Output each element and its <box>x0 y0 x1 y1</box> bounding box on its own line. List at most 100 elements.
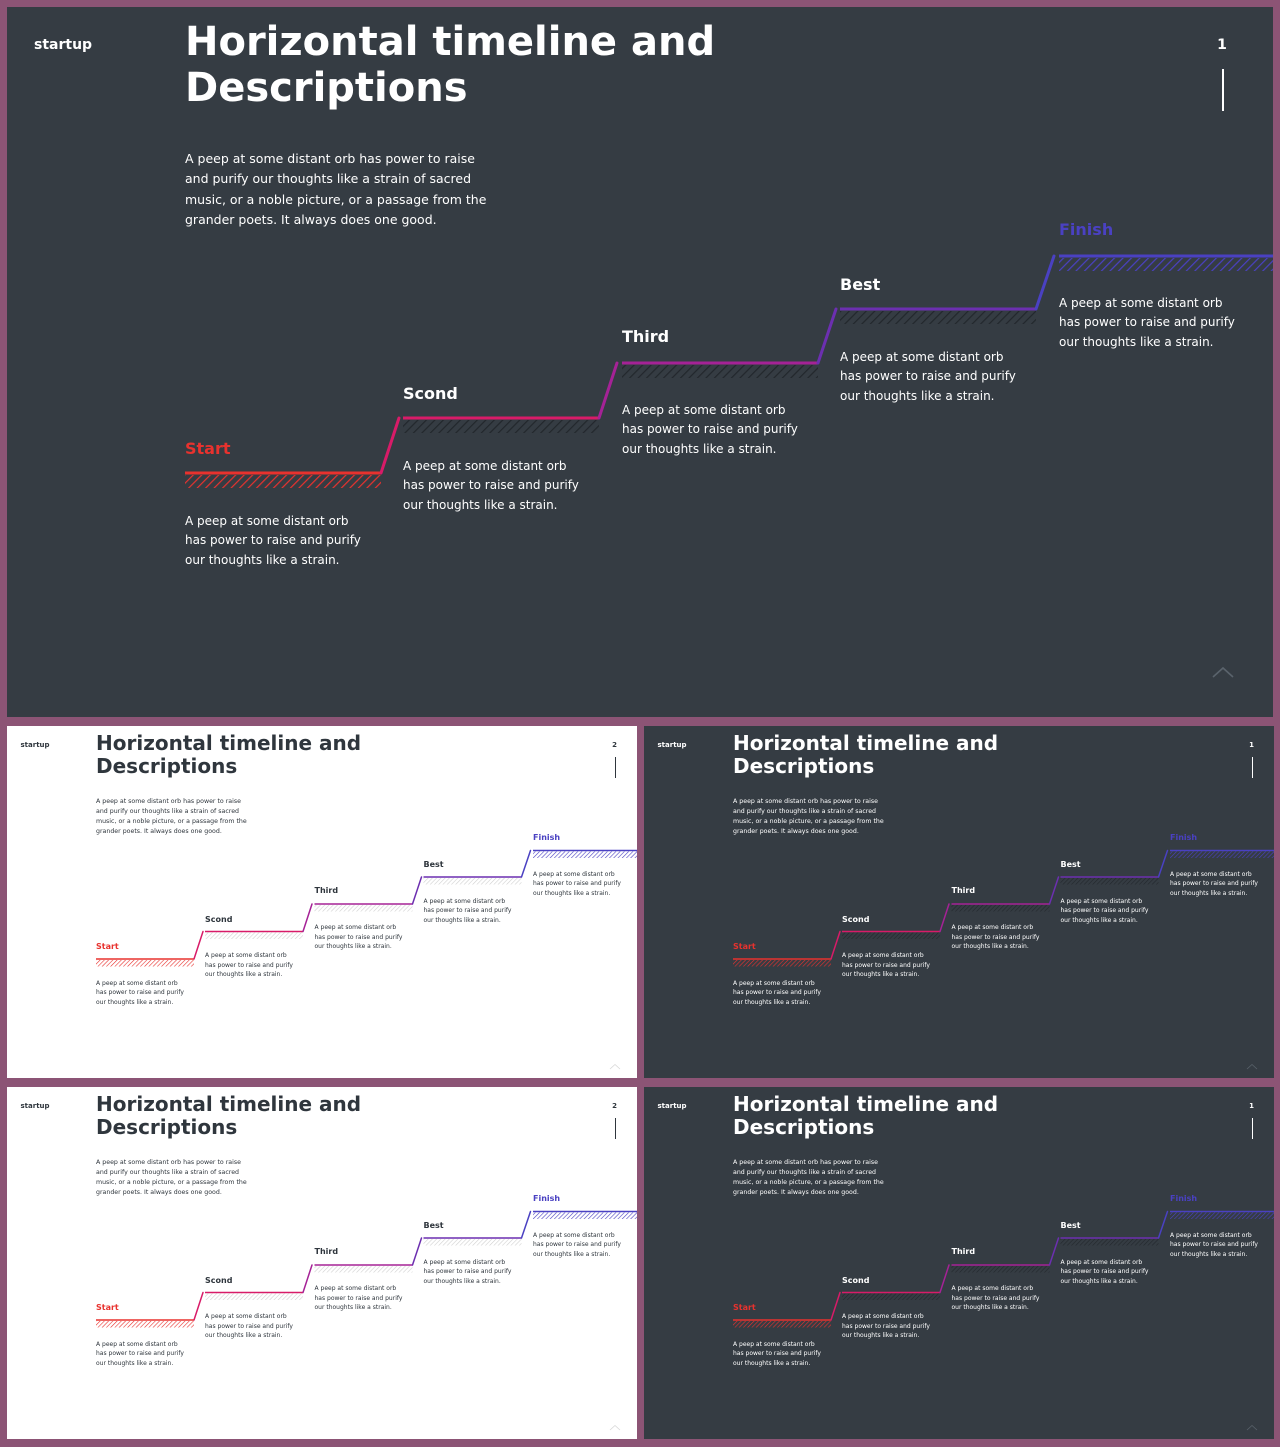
step-desc-finish: A peep at some distant orb has power to … <box>533 870 621 897</box>
step-label-best: Best <box>423 860 444 869</box>
page-divider <box>1251 757 1253 778</box>
slide-title: Horizontal timeline and Descriptions <box>96 731 362 779</box>
step-desc-scond: A peep at some distant orb has power to … <box>205 1313 293 1340</box>
step-riser <box>411 876 423 905</box>
step-riser <box>1034 254 1056 311</box>
step-hatch-start <box>96 1321 194 1328</box>
step-desc-third: A peep at some distant orb has power to … <box>951 924 1040 951</box>
step-hatch-start <box>733 960 831 967</box>
step-desc-best: A peep at some distant orb has power to … <box>1060 1258 1149 1285</box>
page-number: 1 <box>1249 1102 1254 1110</box>
step-desc-best: A peep at some distant orb has power to … <box>1060 897 1149 924</box>
step-riser <box>1048 1237 1060 1266</box>
step-riser <box>1157 1210 1169 1239</box>
timeline-steps <box>185 254 1273 488</box>
step-hatch-third <box>951 1266 1050 1273</box>
step-hatch-start <box>733 1321 831 1328</box>
step-hatch-scond <box>205 932 303 939</box>
step-riser <box>193 1291 204 1321</box>
chevron-up-icon[interactable] <box>1246 1055 1258 1069</box>
chevron-up-icon[interactable] <box>609 1055 621 1069</box>
step-riser <box>520 849 532 878</box>
step-riser <box>830 930 841 960</box>
brand-logo: startup <box>34 37 93 53</box>
title-line-1: Horizontal timeline and <box>733 1092 999 1116</box>
step-riser <box>939 1264 950 1294</box>
step-label-scond: Scond <box>403 384 458 403</box>
slide-thumb-4[interactable]: startup Horizontal timeline and Descriptio… <box>644 1087 1274 1439</box>
step-label-third: Third <box>622 327 670 346</box>
page-divider <box>614 1118 616 1139</box>
slide-title: Horizontal timeline and Descriptions <box>96 1092 362 1139</box>
brand-logo: startup <box>20 741 50 749</box>
slide-thumb-2[interactable]: startup Horizontal timeline and Descriptio… <box>644 726 1274 1078</box>
step-label-finish: Finish <box>1170 1193 1198 1203</box>
step-hatch-third <box>622 365 818 378</box>
step-label-best: Best <box>1060 1221 1081 1230</box>
step-hatch-scond <box>403 420 599 433</box>
slide-thumb-1[interactable]: startup Horizontal timeline and Descriptio… <box>7 726 637 1078</box>
step-hatch-third <box>951 905 1050 912</box>
brand-logo: startup <box>20 1102 50 1110</box>
timeline-steps <box>733 1210 1274 1328</box>
step-desc-start: A peep at some distant orb has power to … <box>96 1340 184 1367</box>
chevron-up-icon[interactable] <box>1211 664 1235 678</box>
step-desc-best: A peep at some distant orb has power to … <box>423 1258 512 1285</box>
timeline-steps <box>733 849 1274 967</box>
step-label-finish: Finish <box>533 1193 561 1203</box>
step-riser <box>193 930 204 960</box>
step-riser <box>1048 876 1060 905</box>
step-hatch-finish <box>1059 258 1273 271</box>
chevron-up-icon[interactable] <box>609 1416 621 1430</box>
step-label-start: Start <box>96 942 119 951</box>
step-riser <box>302 903 313 933</box>
step-label-third: Third <box>314 1247 339 1256</box>
intro-paragraph: A peep at some distant orb has power to … <box>185 151 487 227</box>
title-line-2: Descriptions <box>185 65 468 112</box>
step-riser <box>379 416 401 475</box>
title-line-2: Descriptions <box>733 1115 875 1140</box>
step-label-start: Start <box>96 1303 119 1312</box>
step-desc-start: A peep at some distant orb has power to … <box>185 514 361 567</box>
step-label-start: Start <box>185 439 231 458</box>
title-line-1: Horizontal timeline and <box>96 731 362 755</box>
step-label-third: Third <box>314 886 339 895</box>
step-hatch-third <box>314 905 413 912</box>
step-desc-finish: A peep at some distant orb has power to … <box>533 1231 621 1258</box>
chevron-up-icon[interactable] <box>1246 1416 1258 1430</box>
page-number: 2 <box>612 1102 617 1110</box>
page-divider <box>1251 1118 1253 1139</box>
step-label-best: Best <box>1060 860 1081 869</box>
step-hatch-finish <box>533 1212 637 1219</box>
slide-thumb-3[interactable]: startup Horizontal timeline and Descriptio… <box>7 1087 637 1439</box>
step-label-third: Third <box>951 886 976 895</box>
step-label-finish: Finish <box>533 832 561 842</box>
step-riser <box>830 1291 841 1321</box>
step-riser <box>302 1264 313 1294</box>
step-desc-third: A peep at some distant orb has power to … <box>622 403 798 456</box>
step-desc-scond: A peep at some distant orb has power to … <box>403 459 579 512</box>
step-riser <box>411 1237 423 1266</box>
step-label-best: Best <box>423 1221 444 1230</box>
step-label-scond: Scond <box>842 1275 870 1285</box>
step-hatch-scond <box>842 1293 940 1300</box>
slide-title: Horizontal timeline and Descriptions <box>733 1092 999 1140</box>
step-label-scond: Scond <box>205 1275 233 1285</box>
title-line-1: Horizontal timeline and <box>96 1092 362 1116</box>
step-label-scond: Scond <box>842 914 870 924</box>
step-label-third: Third <box>951 1247 976 1256</box>
step-hatch-finish <box>1170 851 1274 858</box>
title-line-1: Horizontal timeline and <box>185 19 716 65</box>
step-desc-finish: A peep at some distant orb has power to … <box>1170 870 1258 897</box>
step-hatch-scond <box>205 1293 303 1300</box>
step-desc-third: A peep at some distant orb has power to … <box>314 924 403 951</box>
slide-title: Horizontal timeline and Descriptions <box>733 731 998 778</box>
step-hatch-third <box>314 1266 413 1273</box>
title-line-2: Descriptions <box>96 754 238 779</box>
step-desc-start: A peep at some distant orb has power to … <box>733 1340 821 1367</box>
step-hatch-best <box>423 1239 522 1246</box>
step-desc-finish: A peep at some distant orb has power to … <box>1170 1231 1258 1258</box>
page-divider <box>1222 69 1224 111</box>
slide-title: Horizontal timeline and Descriptions <box>185 19 715 112</box>
step-riser <box>520 1210 532 1239</box>
